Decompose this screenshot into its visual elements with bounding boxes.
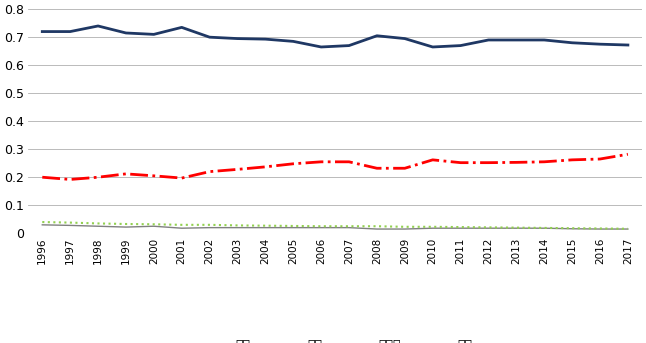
Legend: 賃金, 税金, 利払い, 残余: 賃金, 税金, 利払い, 残余: [193, 334, 477, 343]
